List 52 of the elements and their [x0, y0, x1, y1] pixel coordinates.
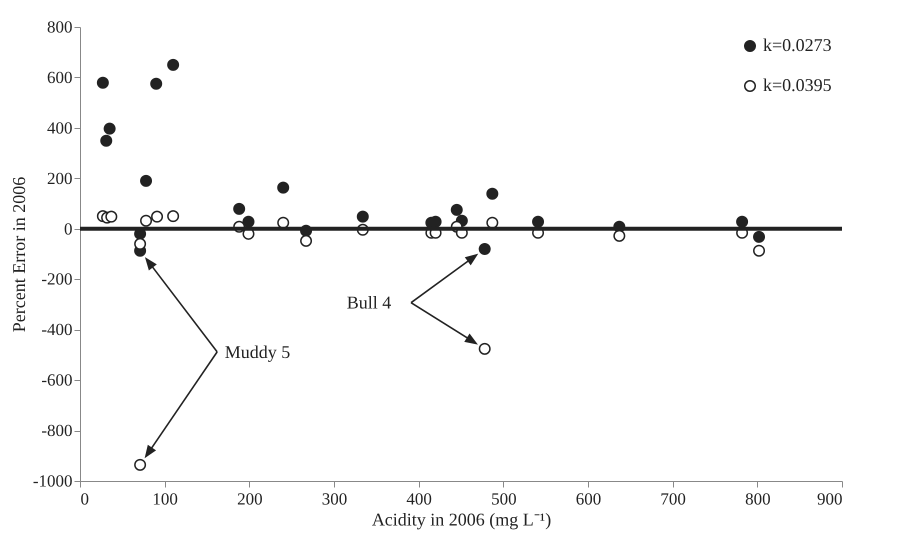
y-tick-label: -200: [41, 270, 72, 289]
x-tick-label: 900: [817, 490, 842, 508]
point: [450, 204, 463, 216]
point: [140, 174, 152, 187]
x-tick-label: 100: [152, 490, 178, 508]
point: [532, 216, 544, 228]
point: [242, 216, 254, 228]
annotation: Bull 4: [346, 292, 392, 313]
y-tick-label: 800: [47, 18, 72, 36]
point: [151, 210, 164, 223]
y-tick-label: 600: [47, 68, 72, 87]
x-tick-label: 0: [80, 490, 89, 508]
point: [753, 230, 766, 243]
y-tick-label: -1000: [32, 472, 72, 490]
point: [96, 76, 109, 89]
point: [134, 458, 146, 471]
x-tick-label: 800: [745, 490, 771, 508]
legend-label: k=0.0395: [763, 75, 832, 95]
point: [140, 214, 152, 227]
point: [150, 78, 162, 90]
x-axis-title: Acidity in 2006 (mg L⁻¹): [372, 510, 552, 530]
annotation: Muddy 5: [224, 342, 290, 362]
point: [167, 58, 180, 71]
legend-label: k=0.0273: [763, 35, 832, 55]
point: [613, 230, 626, 242]
y-axis-title: Percent Error in 2006: [8, 176, 29, 332]
y-tick-label: 400: [47, 118, 72, 138]
x-tick-label: 400: [406, 490, 432, 508]
x-tick-label: 200: [237, 490, 263, 508]
point: [486, 188, 498, 200]
y-tick-label: 0: [64, 219, 72, 238]
x-tick-label: 700: [660, 490, 686, 508]
y-tick-label: -800: [41, 421, 72, 440]
point: [105, 210, 118, 223]
point: [100, 134, 112, 147]
point: [753, 244, 766, 257]
x-tick-label: 600: [576, 490, 602, 508]
point: [300, 234, 312, 247]
point: [478, 342, 491, 355]
x-tick-label: 300: [322, 490, 348, 508]
y-tick-label: 200: [47, 168, 72, 188]
point: [736, 216, 748, 228]
y-tick-label: -600: [41, 370, 72, 390]
point: [277, 182, 290, 194]
point: [356, 210, 369, 223]
point: [134, 238, 146, 250]
point: [167, 210, 180, 222]
point: [233, 202, 246, 215]
x-tick-label: 500: [491, 490, 517, 508]
point: [104, 122, 116, 135]
point: [478, 242, 491, 255]
y-tick-label: -400: [41, 320, 72, 340]
